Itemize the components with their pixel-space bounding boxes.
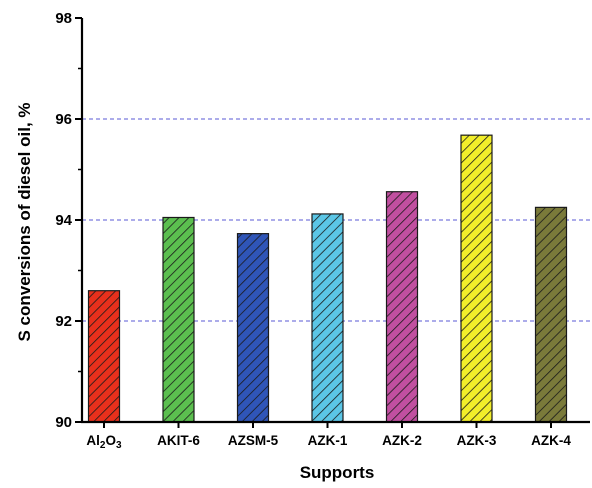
bar-azk-3 — [460, 134, 493, 423]
x-tick-label: AZK-3 — [457, 433, 497, 448]
x-tick-label: AZK-2 — [382, 433, 422, 448]
x-axis-title: Supports — [300, 463, 375, 482]
y-ticks: 90 92 94 96 98 — [55, 10, 82, 431]
y-tick-label: 94 — [55, 212, 72, 229]
y-tick-label: 98 — [55, 10, 72, 27]
bar-azk-1 — [311, 213, 344, 423]
bar-akit-6 — [162, 216, 195, 423]
bars — [87, 134, 568, 423]
y-tick-label: 96 — [55, 111, 72, 128]
x-tick-labels: Al2O3 AKIT-6 AZSM-5 AZK-1 AZK-2 AZK-3 AZK-4 — [86, 422, 571, 451]
x-tick-label: AKIT-6 — [157, 433, 200, 448]
bar-azk-4 — [534, 206, 568, 423]
x-tick-label: AZK-4 — [531, 433, 571, 448]
y-tick-label: 90 — [55, 414, 72, 431]
x-tick-label: AZK-1 — [308, 433, 348, 448]
y-tick-label: 92 — [55, 313, 72, 330]
bar-al2o3 — [87, 290, 121, 423]
x-tick-label: AZSM-5 — [228, 433, 279, 448]
x-tick-label: Al2O3 — [86, 433, 122, 451]
bar-azk-2 — [385, 191, 419, 423]
bar-azsm-5 — [236, 233, 270, 423]
y-axis-title: S conversions of diesel oil, % — [15, 102, 34, 341]
